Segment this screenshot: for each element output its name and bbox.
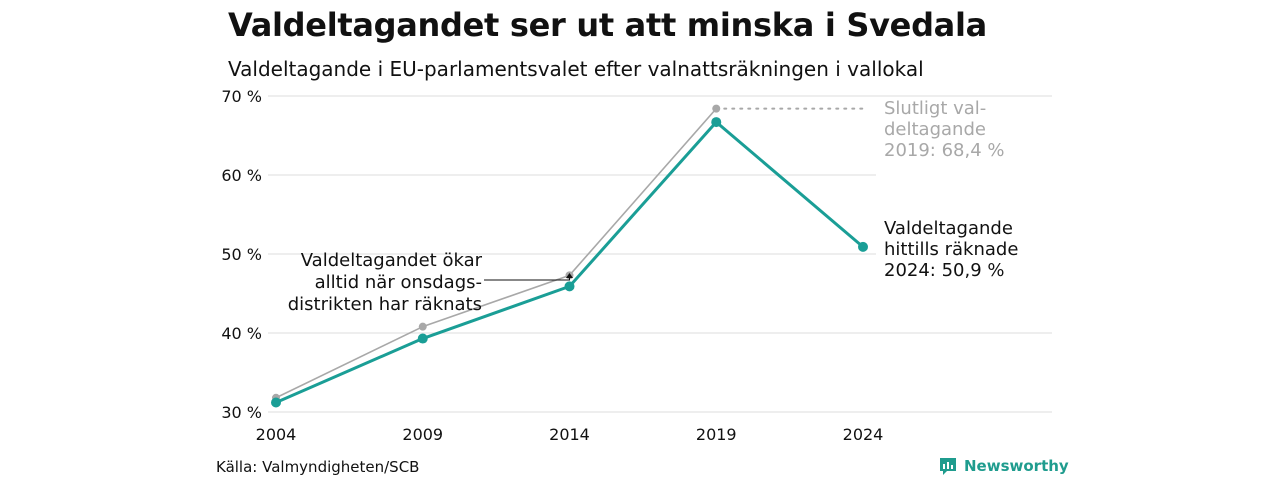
counted-data-point bbox=[417, 333, 428, 344]
final-series-line bbox=[275, 108, 717, 399]
final-annotation: 2019: 68,4 % bbox=[884, 140, 1005, 161]
brand-logo: Newsworthy bbox=[938, 456, 1069, 476]
y-tick-label: 60 % bbox=[221, 166, 262, 185]
counted-annotation: hittills räknade bbox=[884, 239, 1018, 260]
y-tick-label: 40 % bbox=[221, 324, 262, 343]
counted-annotation: 2024: 50,9 % bbox=[884, 260, 1005, 281]
x-tick-label: 2009 bbox=[402, 425, 443, 444]
final-data-point bbox=[418, 322, 427, 331]
counted-annotation: Valdeltagande bbox=[884, 218, 1013, 239]
y-tick-label: 70 % bbox=[221, 87, 262, 106]
x-tick-label: 2024 bbox=[843, 425, 884, 444]
final-data-point bbox=[712, 104, 721, 113]
final-annotation: Slutligt val- bbox=[884, 98, 986, 119]
brand-name: Newsworthy bbox=[964, 457, 1069, 475]
note-annotation: distrikten har räknats bbox=[288, 294, 482, 315]
x-tick-label: 2004 bbox=[256, 425, 297, 444]
counted-data-point bbox=[564, 281, 575, 292]
note-arrow-head bbox=[566, 273, 573, 278]
bar-chart-icon bbox=[940, 458, 956, 475]
x-tick-label: 2014 bbox=[549, 425, 590, 444]
counted-data-point bbox=[271, 397, 281, 408]
final-annotation: deltagande bbox=[884, 119, 986, 140]
chart-subtitle: Valdeltagande i EU-parlamentsvalet efter… bbox=[228, 57, 924, 81]
note-annotation: Valdeltagandet ökar bbox=[301, 250, 483, 271]
counted-data-point bbox=[711, 117, 722, 128]
note-annotation: alltid när onsdags- bbox=[315, 272, 482, 293]
counted-data-point bbox=[858, 241, 868, 252]
chart-title: Valdeltagandet ser ut att minska i Sveda… bbox=[228, 6, 987, 44]
source-note: Källa: Valmyndigheten/SCB bbox=[216, 458, 420, 476]
y-tick-label: 50 % bbox=[221, 245, 262, 264]
x-tick-label: 2019 bbox=[696, 425, 737, 444]
y-tick-label: 30 % bbox=[221, 403, 262, 422]
